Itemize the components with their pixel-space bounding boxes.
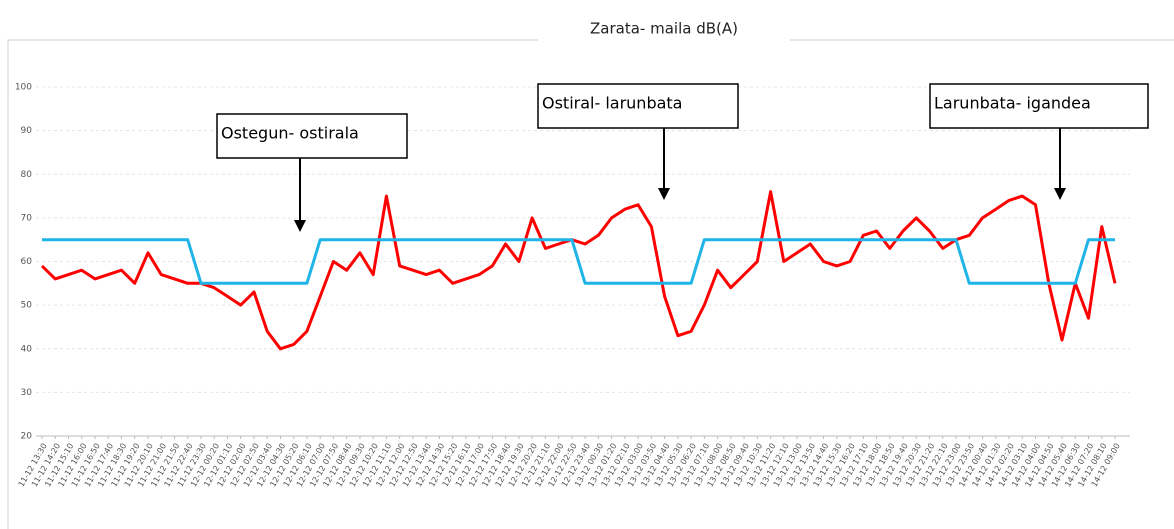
annotation-text: Ostiral- larunbata <box>542 94 682 113</box>
y-tick-label: 50 <box>21 301 33 311</box>
annotation-box <box>216 113 408 159</box>
frame <box>7 39 538 529</box>
y-tick-label: 40 <box>21 344 33 354</box>
series-line <box>42 238 1115 285</box>
annotation-box <box>929 83 1149 129</box>
chart-title: Zarata- maila dB(A) <box>590 20 738 38</box>
y-tick-label: 20 <box>21 432 33 442</box>
annotation: Larunbata- igandea <box>929 83 1149 200</box>
y-tick-label: 80 <box>21 170 33 180</box>
series-line <box>40 190 1117 351</box>
annotation-text: Larunbata- igandea <box>934 94 1091 113</box>
y-tick-label: 100 <box>15 83 32 93</box>
annotation-box <box>537 83 739 129</box>
arrow-head <box>294 220 306 232</box>
arrow-head <box>1054 188 1066 200</box>
y-tick-label: 90 <box>21 126 33 136</box>
y-tick-label: 70 <box>21 213 33 223</box>
annotation-text: Ostegun- ostirala <box>221 124 359 143</box>
y-tick-label: 60 <box>21 257 33 267</box>
arrow-head <box>658 188 670 200</box>
y-tick-label: 30 <box>21 388 33 398</box>
annotation: Ostegun- ostirala <box>216 113 408 232</box>
annotation: Ostiral- larunbata <box>537 83 739 200</box>
